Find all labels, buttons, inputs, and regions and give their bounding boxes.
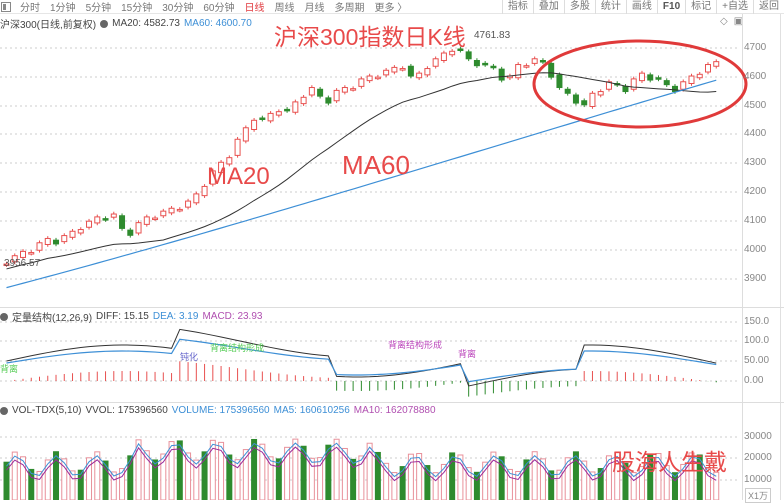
y-axis-label: 4200 — [744, 186, 767, 197]
max-price-label: 4761.83 — [474, 30, 511, 41]
diff-value: DIFF: 15.15 — [96, 311, 149, 322]
tab-8[interactable]: 月线 — [304, 3, 325, 14]
vol-indicator-name: VOL-TDX(5,10) — [12, 405, 82, 416]
ma60-annotation: MA60 — [342, 150, 410, 180]
y-axis-label: 50.00 — [744, 355, 770, 366]
chart-corner-icons: ◇ ▣ — [720, 16, 743, 27]
period-toolbar: 分时 1分钟 5分钟 15分钟 30分钟 60分钟 日线 周线 月线 多周期 更多 〉 指标 叠加 多股… — [0, 0, 784, 14]
main-chart-header: 沪深300(日线,前复权) MA20: 4582.73 MA60: 4600.7… — [0, 16, 252, 31]
y-axis-label: 100.0 — [744, 335, 770, 346]
macd-value: MACD: 23.93 — [202, 311, 263, 322]
dea-value: DEA: 3.19 — [152, 311, 199, 322]
tab-6[interactable]: 日线 — [244, 3, 265, 14]
settings-icon[interactable] — [0, 312, 8, 321]
layout-icon[interactable]: ▣ — [733, 16, 744, 27]
min-price-label: 3956.57 — [4, 258, 41, 269]
tab-3[interactable]: 15分钟 — [121, 3, 153, 14]
tab-5[interactable]: 60分钟 — [203, 3, 235, 14]
panel-divider — [0, 307, 784, 308]
macd-header: 定量结构(12,26,9) DIFF: 15.15 DEA: 3.19 MACD… — [0, 309, 262, 324]
y-axis-label: 150.0 — [744, 316, 770, 327]
tab-2[interactable]: 5分钟 — [85, 3, 112, 14]
ma10-value: MA10: 162078880 — [353, 405, 436, 416]
y-axis-label: 20000 — [744, 452, 772, 463]
panel-divider — [0, 402, 784, 403]
y-axis-label: 4500 — [744, 100, 767, 111]
scrollbar-track[interactable] — [780, 14, 781, 500]
settings-icon[interactable] — [100, 19, 109, 28]
macd-annotation: 钝化 — [180, 352, 199, 362]
ma20-value: MA20: 4582.73 — [112, 18, 180, 29]
y-axis-label: 4700 — [744, 42, 767, 53]
settings-icon[interactable] — [0, 406, 8, 415]
watermark-text: 股海人生戴 — [612, 449, 727, 475]
tool-button-0[interactable]: 指标 — [501, 0, 533, 14]
y-axis-label: 4600 — [744, 71, 767, 82]
tool-button-1[interactable]: 叠加 — [532, 0, 564, 14]
y-axis-label: 4000 — [744, 244, 767, 255]
tool-button-4[interactable]: 画线 — [625, 0, 657, 14]
vvol-value: VVOL: 175396560 — [85, 405, 168, 416]
y-axis-label: 10000 — [744, 474, 772, 485]
volume-header: VOL-TDX(5,10) VVOL: 175396560 VOLUME: 17… — [0, 405, 436, 416]
index-name: 沪深300(日线,前复权) — [0, 20, 97, 31]
tool-button-5[interactable]: F10 — [656, 0, 685, 14]
y-axis-label: 4300 — [744, 157, 767, 168]
macd-annotation: 背离 — [458, 349, 477, 359]
volume-value: VOLUME: 175396560 — [171, 405, 270, 416]
tab-9[interactable]: 多周期 — [334, 3, 365, 14]
macd-indicator-name: 定量结构(12,26,9) — [12, 313, 93, 324]
tab-4[interactable]: 30分钟 — [162, 3, 194, 14]
tab-1[interactable]: 1分钟 — [50, 3, 76, 14]
tool-button-8[interactable]: 返回 — [753, 0, 784, 14]
ma5-value: MA5: 160610256 — [273, 405, 350, 416]
macd-annotation: 背离 — [0, 364, 19, 374]
tab-0[interactable]: 分时 — [20, 3, 40, 14]
panel-toggle-icon[interactable] — [1, 1, 11, 12]
y-axis-label: 30000 — [744, 431, 772, 442]
y-axis-label: 0.00 — [744, 375, 764, 386]
tool-button-7[interactable]: +自选 — [716, 0, 753, 14]
macd-annotation: 背离结构形成 — [388, 340, 443, 350]
axis-divider — [742, 14, 743, 500]
tool-button-3[interactable]: 统计 — [594, 0, 626, 14]
volume-unit-label: X1万 — [745, 488, 772, 503]
macd-annotation: 背离结构形成 — [210, 343, 265, 353]
y-axis-label: 4100 — [744, 215, 767, 226]
y-axis-label: 3900 — [744, 273, 767, 284]
y-axis-label: 4400 — [744, 128, 767, 139]
chart-title-overlay: 沪深300指数日K线 — [274, 24, 466, 50]
ma60-value: MA60: 4600.70 — [183, 18, 252, 29]
tool-button-2[interactable]: 多股 — [563, 0, 595, 14]
tab-7[interactable]: 周线 — [274, 3, 295, 14]
diamond-icon[interactable]: ◇ — [720, 16, 728, 27]
tool-button-6[interactable]: 标记 — [685, 0, 716, 14]
ma20-annotation: MA20 — [207, 163, 270, 190]
tab-10[interactable]: 更多 〉 — [374, 3, 408, 14]
